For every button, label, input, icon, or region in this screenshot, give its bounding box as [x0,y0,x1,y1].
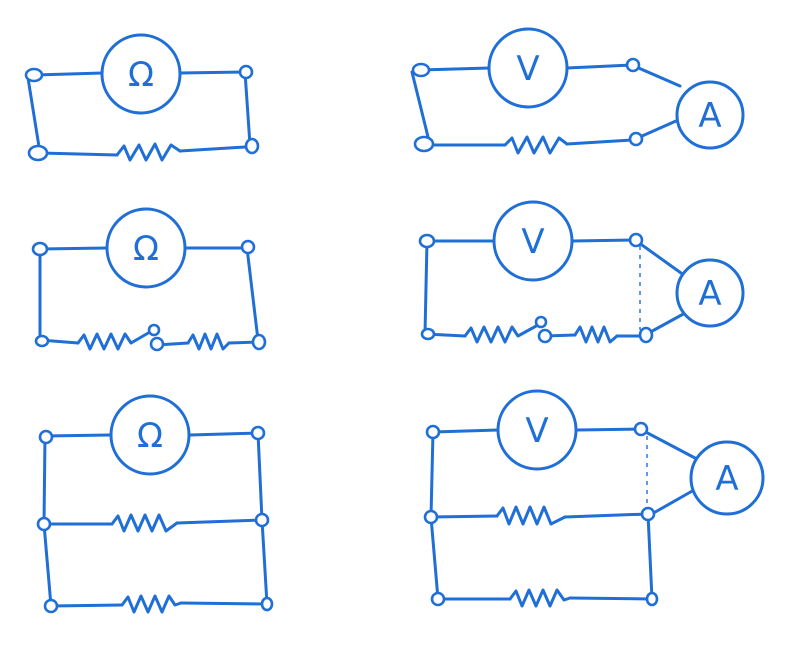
terminal-node [260,596,274,612]
terminal-node [24,67,44,83]
junction-node [147,323,161,337]
ohmmeter-circle [109,394,191,476]
resistor-zigzag [186,332,231,351]
junction-node [640,506,656,522]
resistor-zigzag [115,142,182,162]
circuit-ohmmeter-parallel: Ω [36,394,274,614]
junction-node [534,315,548,329]
ohm-symbol: Ω [133,229,159,269]
junction-node [254,512,270,528]
circuit-ohmmeter-series: Ω [31,207,267,352]
terminal-node [628,232,644,248]
resistor-zigzag [120,594,183,614]
ohm-symbol: Ω [128,55,154,95]
terminal-node [645,591,659,607]
terminal-node [34,334,50,348]
terminal-node [251,333,267,351]
circuit-va-single: V A [410,27,745,155]
voltmeter-circle [492,200,574,282]
ammeter-circle [675,80,745,150]
wire [410,63,682,147]
resistor-zigzag [573,325,619,344]
volt-symbol: V [516,49,539,89]
terminal-node [430,591,446,607]
resistor-zigzag [76,330,152,351]
terminal-node [633,421,649,437]
resistor-zigzag [508,588,572,608]
circuit-va-series: V A [418,200,745,344]
terminal-node [411,62,431,78]
resistor-zigzag [110,513,179,533]
terminal-node [420,327,436,341]
terminal-node [43,598,59,614]
terminal-node [27,144,49,162]
ohmmeter-circle [105,207,187,289]
voltmeter-circle [496,389,578,471]
terminal-node [418,233,436,249]
junction-node [423,509,439,525]
amp-symbol: A [698,274,721,314]
amp-symbol: A [698,96,721,136]
volt-symbol: V [521,222,544,262]
terminal-node [240,239,256,255]
terminal-node [31,241,49,257]
ohmmeter-circle [100,33,182,115]
junction-node [537,328,553,344]
ohm-symbol: Ω [137,416,163,456]
circuit-va-parallel: V A [423,389,765,608]
resistor-zigzag [503,135,569,155]
junction-node [149,336,165,352]
volt-symbol: V [525,411,548,451]
circuit-ohmmeter-single: Ω [24,33,260,162]
amp-symbol: A [715,459,738,499]
ammeter-circle [675,258,745,328]
terminal-node [425,424,441,440]
terminal-node [638,326,654,344]
terminal-node [250,425,266,441]
terminal-node [628,131,644,147]
terminal-node [238,64,254,80]
terminal-node [413,135,435,153]
ammeter-circle [689,440,765,516]
terminal-node [244,137,260,155]
terminal-node [625,57,641,73]
junction-node [36,516,52,532]
voltmeter-circle [487,27,569,109]
resistor-zigzag [463,323,540,344]
terminal-node [38,429,54,445]
resistor-zigzag [495,505,567,526]
